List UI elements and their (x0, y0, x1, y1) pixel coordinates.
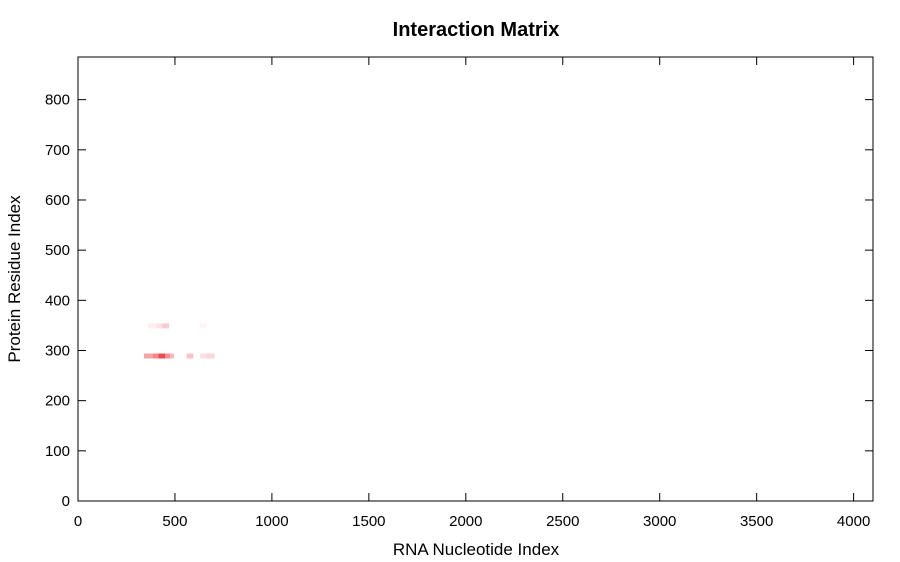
x-tick-label: 3000 (643, 513, 676, 530)
y-tick-label: 800 (45, 92, 70, 109)
heatmap-cell (162, 323, 170, 329)
heatmap-cell (156, 323, 163, 329)
plot-frame (77, 56, 874, 502)
y-tick-label: 400 (45, 292, 70, 309)
x-tick-label: 2500 (546, 513, 579, 530)
y-axis-label: Protein Residue Index (5, 195, 24, 363)
heatmap-cell (143, 353, 153, 359)
heatmap-cell (200, 323, 207, 329)
x-tick-label: 2000 (449, 513, 482, 530)
y-tick-label: 300 (45, 342, 70, 359)
y-axis-ticks: 0 100 200 300 400 500 600 700 800 (45, 92, 873, 510)
x-axis-ticks: 0 500 1000 1500 2000 2500 3000 3500 4000 (74, 57, 870, 530)
heatmap-cell (165, 353, 171, 359)
y-tick-label: 700 (45, 142, 70, 159)
x-tick-label: 0 (74, 513, 82, 530)
heatmap-cell (170, 353, 174, 359)
y-tick-label: 200 (45, 393, 70, 410)
heatmap-cell (147, 323, 157, 329)
heatmap-cell (200, 353, 206, 359)
x-tick-label: 500 (162, 513, 187, 530)
x-tick-label: 1500 (352, 513, 385, 530)
x-tick-label: 4000 (837, 513, 870, 530)
heatmap-cell (186, 353, 194, 359)
heatmap-cells (143, 323, 215, 359)
y-tick-label: 500 (45, 242, 70, 259)
x-axis-label: RNA Nucleotide Index (393, 540, 560, 559)
y-tick-label: 100 (45, 443, 70, 460)
chart-title: Interaction Matrix (393, 19, 560, 41)
heatmap-cell (205, 353, 215, 359)
heatmap-cell (152, 353, 159, 359)
heatmap-cell (158, 353, 166, 359)
y-tick-label: 600 (45, 192, 70, 209)
x-tick-label: 1000 (255, 513, 288, 530)
x-tick-label: 3500 (740, 513, 773, 530)
y-tick-label: 0 (62, 493, 70, 510)
